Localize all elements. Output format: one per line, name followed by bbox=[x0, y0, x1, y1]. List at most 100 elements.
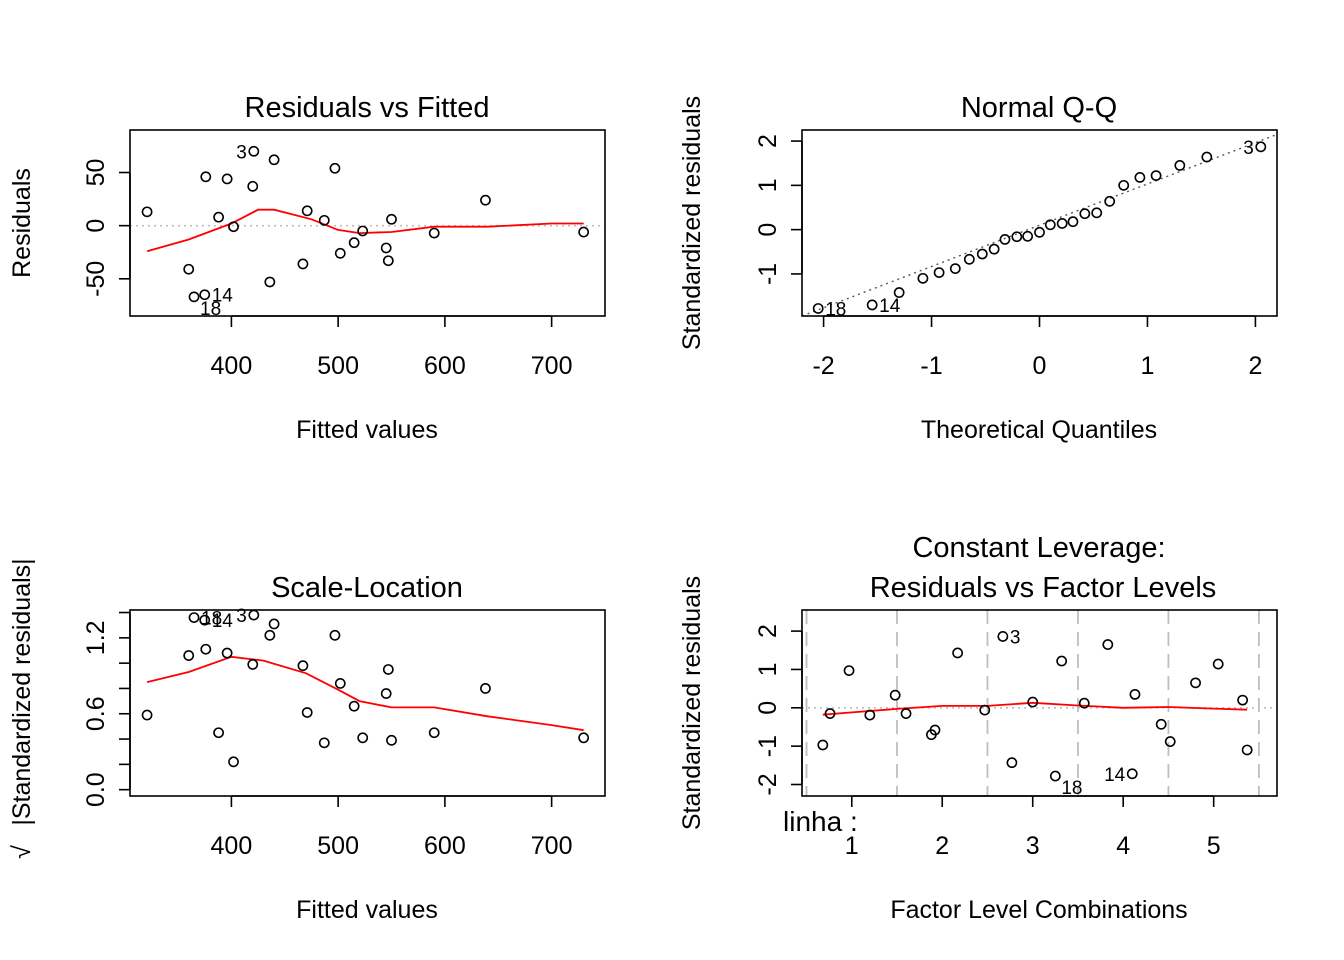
y-tick-label: -1 bbox=[754, 263, 782, 285]
outlier-label: 3 bbox=[1243, 138, 1254, 159]
x-tick-label: 5 bbox=[1207, 832, 1221, 860]
x-axis-label: Factor Level Combinations bbox=[890, 896, 1187, 924]
x-tick-label: 0 bbox=[1033, 352, 1047, 380]
x-tick-label: 2 bbox=[1248, 352, 1262, 380]
normal-qq-panel: Normal Q-Q Theoretical Quantiles Standar… bbox=[678, 92, 1278, 444]
y-tick-label: -1 bbox=[754, 735, 782, 757]
data-point bbox=[824, 708, 836, 719]
data-point bbox=[817, 739, 829, 751]
x-tick-label: 400 bbox=[211, 832, 253, 860]
x-axis-label: Fitted values bbox=[296, 896, 438, 924]
y-tick-label: -50 bbox=[82, 261, 110, 297]
data-point bbox=[318, 737, 330, 749]
data-point bbox=[248, 145, 260, 157]
panel-title: Residuals vs Fitted bbox=[245, 92, 490, 124]
scale-location-panel: Scale-Location Fitted values √ |Standard… bbox=[8, 558, 606, 924]
data-point bbox=[380, 242, 392, 254]
data-point bbox=[1201, 151, 1213, 163]
data-point bbox=[917, 272, 929, 284]
data-point bbox=[1067, 216, 1079, 228]
data-point bbox=[348, 237, 360, 249]
data-point bbox=[386, 213, 397, 225]
x-tick-label: -2 bbox=[812, 352, 834, 380]
panel-title: Normal Q-Q bbox=[961, 92, 1117, 124]
y-tick-label: 1 bbox=[754, 178, 782, 192]
x-tick-label: 400 bbox=[211, 352, 253, 380]
data-point bbox=[221, 173, 233, 185]
data-point bbox=[221, 647, 233, 659]
data-point bbox=[976, 248, 988, 260]
data-point bbox=[578, 226, 590, 238]
data-point bbox=[428, 727, 440, 739]
data-point bbox=[1126, 768, 1138, 780]
data-point bbox=[428, 227, 440, 239]
data-point bbox=[933, 267, 945, 278]
outlier-label: 14 bbox=[212, 611, 234, 632]
data-point bbox=[1241, 744, 1253, 756]
x-tick-label: -1 bbox=[920, 352, 942, 380]
data-point bbox=[247, 659, 259, 670]
data-point bbox=[812, 303, 824, 314]
data-point bbox=[141, 206, 153, 218]
data-point bbox=[1174, 160, 1186, 171]
data-point bbox=[1006, 757, 1018, 769]
data-point bbox=[1056, 655, 1068, 667]
data-point bbox=[929, 724, 941, 736]
data-point bbox=[893, 287, 905, 298]
data-point bbox=[200, 171, 212, 183]
data-point bbox=[480, 683, 491, 694]
data-point bbox=[334, 247, 346, 259]
data-point bbox=[329, 162, 341, 174]
y-tick-label: 0 bbox=[754, 701, 782, 715]
x-tick-label: 2 bbox=[935, 832, 949, 860]
data-point bbox=[213, 727, 224, 739]
smoother-line bbox=[822, 701, 1248, 716]
y-tick-label: 2 bbox=[754, 624, 782, 638]
data-point bbox=[357, 225, 369, 237]
data-point bbox=[188, 612, 200, 623]
x-tick-label: 500 bbox=[317, 832, 359, 860]
y-axis-label: Standardized residuals bbox=[678, 576, 706, 830]
data-point bbox=[1212, 658, 1224, 670]
data-point bbox=[864, 709, 876, 721]
panel-title: Constant Leverage: bbox=[912, 532, 1165, 564]
x-tick-label: 700 bbox=[531, 832, 573, 860]
smoother-line bbox=[146, 208, 584, 253]
data-point bbox=[1034, 226, 1045, 238]
outlier-label: 18 bbox=[201, 609, 222, 630]
outlier-label: 3 bbox=[1010, 627, 1021, 648]
data-point bbox=[200, 643, 212, 655]
data-point bbox=[999, 233, 1011, 245]
data-point bbox=[900, 708, 912, 719]
data-point bbox=[1134, 171, 1146, 183]
x-axis-label: Fitted values bbox=[296, 416, 438, 444]
data-point bbox=[1022, 230, 1034, 242]
factor-label: linha : bbox=[783, 806, 858, 837]
data-point bbox=[141, 709, 153, 721]
x-axis-label: Theoretical Quantiles bbox=[921, 416, 1157, 444]
data-point bbox=[1237, 694, 1249, 706]
x-tick-label: 1 bbox=[1141, 352, 1155, 380]
data-point bbox=[1129, 688, 1141, 700]
data-point bbox=[268, 154, 280, 166]
outlier-label: 14 bbox=[212, 286, 234, 307]
data-point bbox=[1078, 697, 1090, 709]
outlier-label: 18 bbox=[200, 299, 221, 320]
data-point bbox=[949, 263, 961, 275]
y-tick-label: 0 bbox=[82, 219, 110, 233]
data-point bbox=[382, 255, 394, 267]
panel-subtitle: Residuals vs Factor Levels bbox=[870, 572, 1217, 604]
x-tick-label: 600 bbox=[424, 352, 466, 380]
data-point bbox=[301, 205, 313, 217]
data-point bbox=[1102, 639, 1114, 650]
y-tick-label: 50 bbox=[82, 159, 110, 187]
plot-frame bbox=[129, 129, 606, 317]
outlier-label: 3 bbox=[236, 606, 247, 627]
data-point bbox=[866, 299, 878, 311]
data-point bbox=[1049, 770, 1061, 782]
y-axis-label: |Standardized residuals| bbox=[8, 558, 36, 825]
x-tick-label: 3 bbox=[1026, 832, 1040, 860]
outlier-label: 18 bbox=[825, 299, 846, 320]
data-point bbox=[1255, 141, 1267, 153]
